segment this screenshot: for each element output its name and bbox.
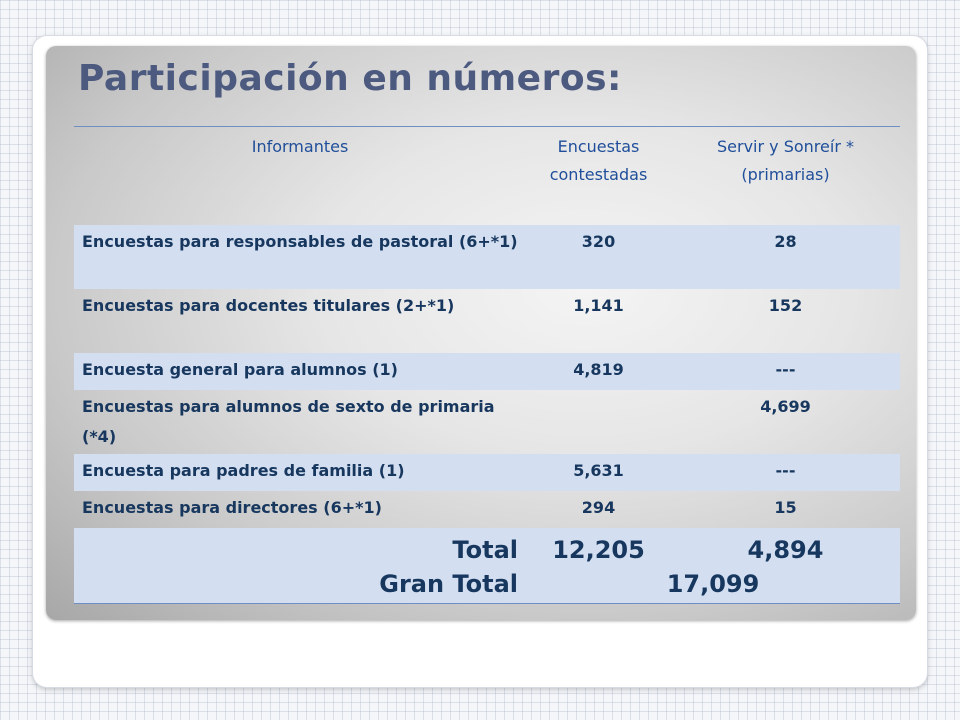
table-row: Encuestas para docentes titulares (2+*1)…	[74, 289, 900, 353]
row-encuestas: 5,631	[573, 461, 624, 480]
gran-total-row: Gran Total 17,099	[74, 568, 900, 602]
row-encuestas: 294	[581, 498, 616, 517]
row-label: Encuesta general para alumnos (1)	[82, 360, 398, 379]
slide-panel	[46, 46, 916, 620]
header-encuestas-contestadas: Encuestas contestadas	[549, 137, 648, 184]
row-servir: 28	[774, 232, 797, 251]
row-label: Encuestas para docentes titulares (2+*1)	[82, 296, 455, 315]
row-servir: 4,699	[760, 397, 811, 416]
total-row: Total 12,205 4,894	[74, 528, 900, 568]
totals-block: Total 12,205 4,894 Gran Total 17,099	[74, 528, 900, 604]
total-encuestas: 12,205	[552, 536, 645, 564]
row-encuestas: 1,141	[573, 296, 624, 315]
table-header-row: Informantes Encuestas contestadas Servir…	[74, 127, 900, 225]
gran-total-label: Gran Total	[379, 570, 518, 598]
row-encuestas	[526, 390, 671, 454]
total-label: Total	[452, 536, 518, 564]
table-row: Encuesta para padres de familia (1) 5,63…	[74, 454, 900, 491]
table-row: Encuestas para directores (6+*1) 294 15	[74, 491, 900, 528]
table-row: Encuestas para alumnos de sexto de prima…	[74, 390, 900, 454]
header-rule	[74, 126, 900, 127]
row-servir: ---	[775, 461, 796, 480]
row-servir: 152	[768, 296, 803, 315]
total-servir: 4,894	[747, 536, 824, 564]
participation-table: Informantes Encuestas contestadas Servir…	[74, 126, 900, 604]
row-encuestas: 4,819	[573, 360, 624, 379]
row-label: Encuestas para responsables de pastoral …	[82, 232, 518, 251]
row-servir: 15	[774, 498, 797, 517]
row-label: Encuesta para padres de familia (1)	[82, 461, 405, 480]
row-encuestas: 320	[581, 232, 616, 251]
gran-total-value: 17,099	[666, 570, 760, 598]
row-label: Encuestas para directores (6+*1)	[82, 498, 382, 517]
row-label: Encuestas para alumnos de sexto de prima…	[82, 397, 495, 446]
table-row: Encuestas para responsables de pastoral …	[74, 225, 900, 289]
table-row: Encuesta general para alumnos (1) 4,819 …	[74, 353, 900, 390]
row-servir: ---	[775, 360, 796, 379]
slide-title: Participación en números:	[78, 58, 622, 99]
header-servir-y-sonreir: Servir y Sonreír * (primarias)	[717, 137, 854, 184]
header-informantes: Informantes	[251, 137, 349, 156]
